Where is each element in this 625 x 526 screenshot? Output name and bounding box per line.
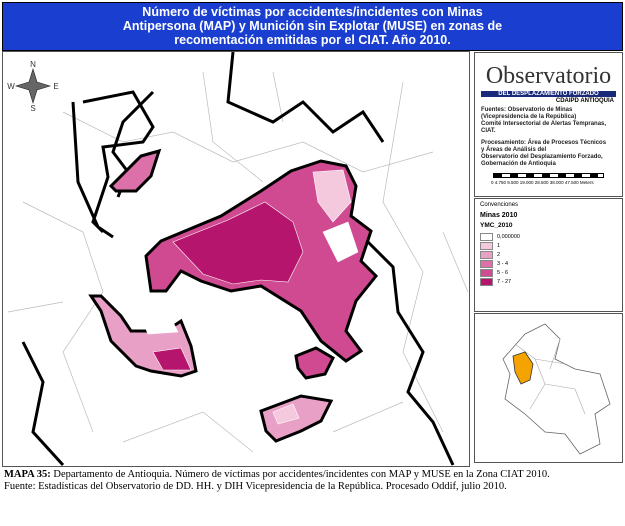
legend-label: 1 [497, 242, 501, 249]
legend-swatch [480, 268, 493, 277]
legend-label: 2 [497, 251, 501, 258]
caption: MAPA 35: Departamento de Antioquia. Núme… [4, 469, 564, 493]
legend-swatch [480, 232, 493, 241]
scale-bar [493, 173, 604, 178]
municipal-lines [7, 71, 469, 453]
main-map: N S E W [2, 51, 470, 467]
legend-swatch [480, 277, 493, 286]
legend-label: 5 - 6 [497, 269, 509, 276]
sources: Fuentes: Observatorio de Minas (Vicepres… [481, 107, 616, 135]
logo-band: DEL DESPLAZAMIENTO FORZADO [481, 91, 616, 97]
legend-swatch [480, 259, 493, 268]
legend-label: 7 - 27 [497, 278, 512, 285]
title-bar: Número de víctimas por accidentes/incide… [2, 2, 623, 51]
legend-item: 7 - 27 [480, 277, 622, 286]
compass-s: S [30, 104, 35, 113]
title-line: Antipersona (MAP) y Munición sin Explota… [122, 19, 503, 33]
scale-labels: 0 4.750 9.500 19.000 28.500 38.000 47.50… [491, 180, 622, 185]
zone [172, 201, 304, 285]
logo-sub: CDAIPD ANTIOQUIA [555, 98, 614, 104]
legend: Convenciones Minas 2010 YMC_2010 0,00000… [474, 198, 623, 312]
logo-name: Observatorio [485, 63, 612, 89]
zone [294, 346, 335, 380]
zone-parts [142, 169, 359, 425]
legend-swatch [480, 250, 493, 259]
legend-item: 2 [480, 250, 622, 259]
inset-map [474, 313, 623, 463]
zone [322, 221, 359, 263]
caption-text: Departamento de Antioquia. Número de víc… [4, 469, 550, 492]
source-line: Comité Intersectorial de Alertas Tempran… [481, 121, 607, 134]
antioquia [512, 351, 534, 385]
title-line: recomentación emitidas por el CIAT. Año … [174, 33, 451, 47]
legend-item: 0,000000 [480, 232, 622, 241]
legend-items: 0,000000 1 2 3 - 4 5 - 6 7 - 27 [480, 232, 622, 286]
zone [272, 403, 300, 425]
zone [142, 321, 179, 335]
processing-line: Procesamiento: Área de Procesos Técnicos [481, 140, 607, 146]
scale-unit: Meters [579, 180, 594, 185]
info-panel: Observatorio DEL DESPLAZAMIENTO FORZADO … [474, 52, 623, 197]
compass-n: N [30, 60, 36, 69]
zone [152, 347, 192, 371]
processing: Procesamiento: Área de Procesos Técnicos… [481, 140, 616, 168]
zone-outlines [21, 52, 455, 466]
processing-line: Gobernación de Antioquia [481, 161, 556, 167]
caption-label: MAPA 35: [4, 469, 51, 480]
zone [312, 169, 352, 223]
legend-item: 1 [480, 241, 622, 250]
legend-label: 0,000000 [497, 233, 520, 240]
legend-heading: Convenciones [480, 202, 519, 208]
title-line: Número de víctimas por accidentes/incide… [142, 5, 483, 19]
compass-e: E [53, 82, 58, 91]
legend-item: 5 - 6 [480, 268, 622, 277]
source-line: (Vicepresidencia de la República) [481, 114, 577, 120]
legend-layer: Minas 2010 [480, 212, 518, 219]
legend-label: 3 - 4 [497, 260, 509, 267]
zone [108, 148, 162, 193]
scale-ticks: 0 4.750 9.500 19.000 28.500 38.000 47.50… [491, 180, 579, 185]
legend-item: 3 - 4 [480, 259, 622, 268]
processing-line: y Áreas de Análisis del [481, 147, 547, 153]
legend-field: YMC_2010 [480, 222, 513, 229]
legend-swatch [480, 241, 493, 250]
compass-w: W [7, 82, 15, 91]
compass: N S E W [7, 60, 58, 113]
processing-line: Observatorio del Desplazamiento Forzado, [481, 154, 603, 160]
source-line: Fuentes: Observatorio de Minas [481, 107, 573, 113]
